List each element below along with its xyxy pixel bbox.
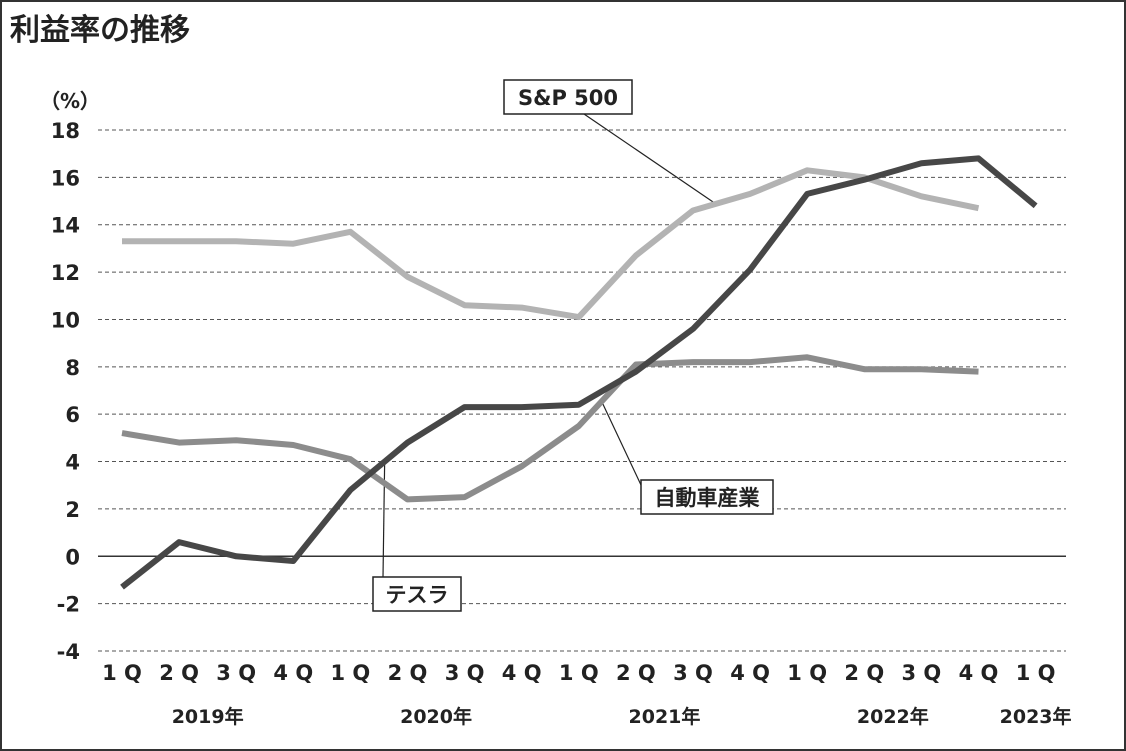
y-tick-label: 18 xyxy=(51,119,80,143)
chart-title: 利益率の推移 xyxy=(10,13,190,48)
x-tick-label: 1 Q xyxy=(331,661,371,685)
year-label: 2022年 xyxy=(857,705,929,728)
series-line xyxy=(122,167,980,321)
year-label: 2021年 xyxy=(629,705,701,728)
y-unit-label: （%） xyxy=(40,89,100,113)
x-tick-label: 1 Q xyxy=(102,661,142,685)
x-tick-label: 4 Q xyxy=(502,661,542,685)
y-tick-label: 14 xyxy=(51,214,80,238)
y-tick-label: 4 xyxy=(65,451,80,475)
x-tick-label: 4 Q xyxy=(273,661,313,685)
y-tick-label: -2 xyxy=(57,593,80,617)
callout-leader xyxy=(601,401,642,486)
x-tick-label: 2 Q xyxy=(388,661,428,685)
x-tick-label: 3 Q xyxy=(445,661,485,685)
y-tick-label: 16 xyxy=(51,166,80,190)
y-tick-label: 12 xyxy=(51,261,80,285)
year-labels: 2019年 2020年 2021年 2022年 2023年 xyxy=(172,705,1072,728)
y-tick-label: 10 xyxy=(51,308,80,332)
year-label: 2020年 xyxy=(400,705,472,728)
year-label: 2019年 xyxy=(172,705,244,728)
callout-box xyxy=(640,479,774,515)
grid-lines xyxy=(98,129,1066,652)
y-tick-labels: 18 16 14 12 10 8 6 4 2 0 -2 -4 xyxy=(51,119,80,664)
series-line xyxy=(120,155,1038,590)
x-tick-label: 2 Q xyxy=(616,661,656,685)
callout-label: S&P 500 xyxy=(518,86,618,110)
x-tick-label: 3 Q xyxy=(216,661,256,685)
callout-box xyxy=(372,576,462,612)
year-label: 2023年 xyxy=(1000,705,1072,728)
x-tick-label: 2 Q xyxy=(159,661,199,685)
x-tick-label: 1 Q xyxy=(1016,661,1056,685)
x-tick-label: 4 Q xyxy=(959,661,999,685)
x-tick-label: 3 Q xyxy=(902,661,942,685)
x-tick-label: 4 Q xyxy=(730,661,770,685)
y-tick-label: 0 xyxy=(65,545,80,569)
x-tick-label: 1 Q xyxy=(787,661,827,685)
callout-box xyxy=(503,79,633,115)
callout-label: 自動車産業 xyxy=(655,486,761,510)
x-tick-labels: 1 Q 2 Q 3 Q 4 Q 1 Q 2 Q 3 Q 4 Q 1 Q 2 Q 3 Q 4 Q 1 Q 2… xyxy=(102,661,1055,685)
y-tick-label: 8 xyxy=(65,356,80,380)
x-tick-label: 1 Q xyxy=(559,661,599,685)
y-tick-label: -4 xyxy=(57,640,80,664)
callout-leader xyxy=(583,113,717,205)
series-line xyxy=(121,354,979,503)
callout-label: テスラ xyxy=(386,583,449,607)
x-tick-label: 3 Q xyxy=(673,661,713,685)
y-tick-label: 2 xyxy=(65,498,80,522)
series-lines xyxy=(120,155,1038,590)
x-tick-label: 2 Q xyxy=(844,661,884,685)
y-tick-label: 6 xyxy=(65,403,80,427)
